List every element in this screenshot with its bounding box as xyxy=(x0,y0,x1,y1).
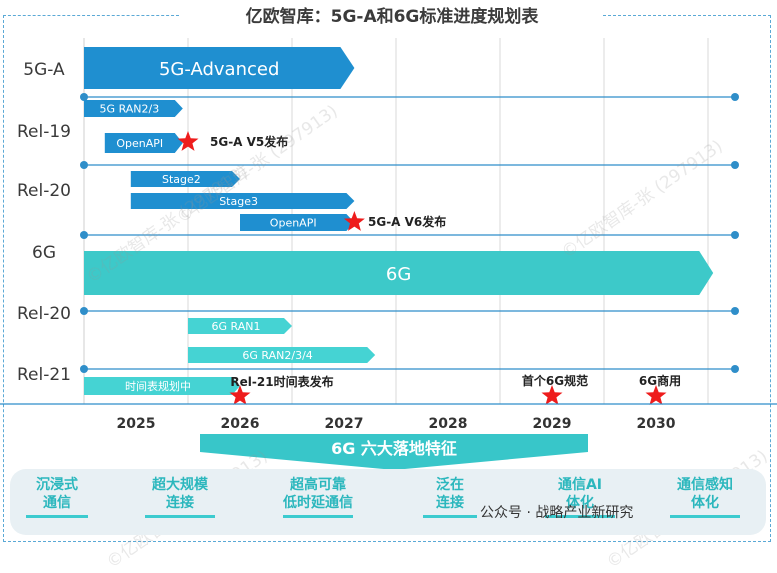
milestone-label: 5G-A V5发布 xyxy=(210,134,288,149)
feature-underline xyxy=(26,515,88,518)
milestone-label: 6G商用 xyxy=(639,373,681,388)
bar xyxy=(240,214,355,231)
feature-underline xyxy=(423,515,477,518)
timeline-chart: 5G-A Rel-19 Rel-20 6G Rel-20 Rel-21 5G-Advance… xyxy=(0,38,777,470)
row-label: Rel-21 xyxy=(17,365,71,385)
row-label: Rel-20 xyxy=(17,181,71,201)
x-tick-label: 2025 xyxy=(117,416,156,432)
feature-text: 超大规模 连接 xyxy=(152,477,208,511)
page-title: 亿欧智库：5G-A和6G标准进度规划表 xyxy=(245,7,539,27)
bar-label: 5G RAN2/3 xyxy=(100,103,160,116)
milestone-star xyxy=(343,211,365,231)
bar xyxy=(84,100,183,117)
feature-item: 超大规模 连接 xyxy=(138,476,222,518)
x-tick-label: 2026 xyxy=(221,416,260,432)
separator-dot xyxy=(80,161,88,169)
x-tick-label: 2027 xyxy=(325,416,364,432)
feature-text: 通信AI 体化 xyxy=(557,477,603,511)
features-banner-label: 6G 六大落地特征 xyxy=(331,439,457,458)
feature-text: 超高可靠 低时延通信 xyxy=(283,477,353,511)
separator-dot xyxy=(80,231,88,239)
bar xyxy=(188,318,292,334)
bar xyxy=(84,251,714,295)
outer-frame xyxy=(3,15,771,542)
separator-dot xyxy=(731,93,739,101)
feature-underline xyxy=(283,515,353,518)
row-label: Rel-20 xyxy=(17,304,71,324)
bar xyxy=(84,377,240,395)
frame-top-right xyxy=(603,15,771,16)
bar xyxy=(130,171,240,187)
feature-text: 泛在 连接 xyxy=(436,477,464,511)
feature-text: 通信感知 体化 xyxy=(677,477,733,511)
bar-label: Stage3 xyxy=(219,195,258,208)
feature-text: 沉浸式 通信 xyxy=(36,477,78,511)
milestone-star xyxy=(541,385,563,405)
row-label: 6G xyxy=(32,243,56,263)
feature-item: 超高可靠 低时延通信 xyxy=(269,476,367,518)
milestone-star xyxy=(645,385,667,405)
feature-item: 泛在 连接 xyxy=(423,476,477,518)
bar-label: 6G xyxy=(386,264,411,285)
feature-underline xyxy=(545,515,615,518)
x-tick-label: 2030 xyxy=(637,416,676,432)
feature-underline xyxy=(670,515,740,518)
frame-top-left xyxy=(3,15,179,16)
x-tick-label: 2029 xyxy=(533,416,572,432)
row-label: 5G-A xyxy=(23,60,65,80)
separator-dot xyxy=(731,161,739,169)
footer-text: 公众号 · 战略产业新研究 xyxy=(480,505,634,521)
plot-area xyxy=(84,38,735,404)
features-banner xyxy=(200,434,588,470)
bar-label: 时间表规划中 xyxy=(125,379,191,393)
feature-item: 通信感知 体化 xyxy=(662,476,748,518)
feature-item: 沉浸式 通信 xyxy=(26,476,88,518)
milestone-label: 5G-A V6发布 xyxy=(368,214,446,229)
x-tick-label: 2028 xyxy=(429,416,468,432)
bar xyxy=(84,47,355,89)
milestone-label: 首个6G规范 xyxy=(522,373,588,388)
milestone-label: Rel-21时间表发布 xyxy=(230,374,333,389)
separator-dot xyxy=(80,365,88,373)
feature-underline xyxy=(145,515,215,518)
milestone-star xyxy=(229,385,251,405)
bar xyxy=(130,193,355,209)
bar-label: 6G RAN1 xyxy=(212,320,261,333)
milestone-star xyxy=(177,131,199,151)
bar-label: Stage2 xyxy=(162,173,201,186)
bar-label: OpenAPI xyxy=(270,217,317,230)
bar xyxy=(104,133,183,153)
feature-item: 通信AI 体化 xyxy=(544,476,616,518)
bar-label: OpenAPI xyxy=(116,137,163,150)
separator-dot xyxy=(731,231,739,239)
separator-dot xyxy=(80,93,88,101)
bar xyxy=(188,347,376,363)
bar-label: 6G RAN2/3/4 xyxy=(242,349,312,362)
separator-dot xyxy=(731,307,739,315)
row-label: Rel-19 xyxy=(17,122,71,142)
features-panel xyxy=(10,469,766,535)
separator-dot xyxy=(731,365,739,373)
separator-dot xyxy=(80,307,88,315)
bar-label: 5G-Advanced xyxy=(159,59,279,80)
